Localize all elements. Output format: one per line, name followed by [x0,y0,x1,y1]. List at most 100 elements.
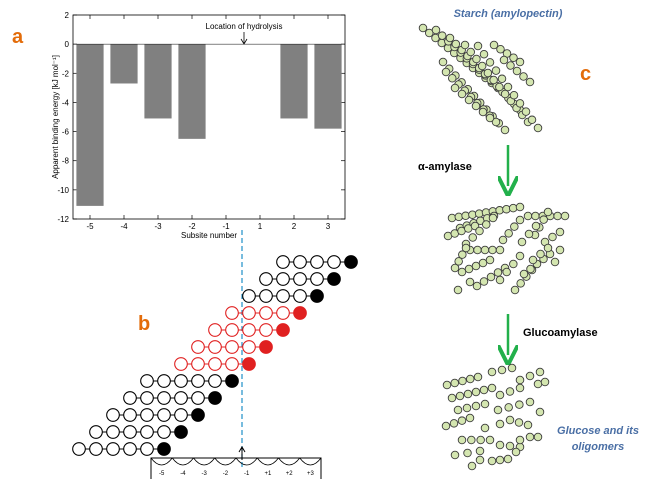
glucose-residue [123,442,137,456]
glucose-bead [502,204,511,214]
alpha-amylase-label: α-amylase [418,161,472,173]
glucose-residue [191,391,205,405]
x-tick-label: 2 [292,222,297,231]
glucose-residue [123,408,137,422]
glucose-bead [477,61,487,71]
glucose-residue [259,289,273,303]
glucose-residue [259,272,273,286]
reducing-end-residue [208,391,222,405]
glucose-bead [453,405,463,415]
subsite-label: +1 [264,471,272,477]
glucose-bead [450,263,460,273]
glucose-bead [491,66,501,75]
glucose-residue [293,289,307,303]
glucose-residue [208,357,222,371]
starch-label: Starch (amylopectin) [454,8,563,20]
glucose-bead [457,416,467,425]
glucose-bead [540,377,550,387]
glucose-bead [505,415,515,425]
bar-subsite--5 [76,44,104,206]
glucose-bead [479,385,489,395]
glucose-residue [242,323,256,337]
glucose-bead [539,215,548,224]
glucose-bead [455,391,465,401]
glucose-bead [523,211,533,221]
glucose-bead [510,285,520,295]
hydrolysis-annotation: Location of hydrolysis [206,22,283,31]
glucose-bead [487,367,497,377]
x-axis-ticks: -5 -4 -3 -2 -1 1 2 3 [86,15,331,231]
glucose-bead [438,57,448,67]
glucose-residue [293,255,307,269]
reducing-end-residue [225,374,239,388]
glucose-bead [473,245,482,255]
glucose-residue [191,357,205,371]
x-tick-label: -4 [120,222,128,231]
glucose-residue [276,272,290,286]
glucose-bead [509,90,519,100]
glucose-bead [555,245,565,255]
glucose-bead [493,405,503,415]
glucose-residue [225,340,239,354]
glucose-residue [157,374,171,388]
y-axis-label: Apparent binding energy [kJ mol⁻¹] [51,55,60,179]
x-tick-label: -3 [154,222,162,231]
bar-subsite-3 [314,44,342,129]
glucose-bead [457,435,467,445]
bar-subsite-2 [280,44,308,119]
glucose-bead [473,41,483,51]
y-tick-label: -4 [62,98,70,107]
dextrin-fragments [443,202,570,295]
glucose-residue [106,408,120,422]
glucose-residue [208,323,222,337]
glucose-bead [504,403,513,412]
glucose-bead [463,389,473,399]
glucose-bead [448,73,457,83]
glucose-residue [140,391,154,405]
glucose-bead [505,441,515,451]
x-axis-label: Subsite number [181,231,237,240]
bar-subsite--4 [110,44,138,84]
glucose-bead [495,419,505,429]
glucose-bead [485,255,495,265]
reducing-end-residue [310,289,324,303]
glucose-bead [527,115,537,125]
glucose-bead [497,74,507,84]
glucose-residue [276,289,290,303]
glucose-bead [495,275,505,285]
glucose-label-line1: Glucose and its [557,425,639,437]
glucose-bead [515,215,525,225]
glucose-label-line2: oligomers [572,441,625,453]
glucose-bead [447,393,457,403]
glucose-bead [482,220,491,229]
subsite-arc [235,457,258,466]
glucose-bead [478,258,488,268]
subsite-label: -4 [180,471,186,477]
y-tick-label: 2 [65,11,70,20]
glucose-residue [276,306,290,320]
x-tick-label: -5 [86,222,94,231]
subsite-label: -3 [201,471,207,477]
glucose-residue [208,374,222,388]
glucose-bead [480,245,490,255]
glucose-bead [479,277,489,286]
glucose-residue [174,374,188,388]
glucose-bead [515,435,525,445]
glucose-bead [471,387,481,397]
glucose-bead [495,390,505,400]
glucose-bead [471,261,481,271]
glucose-bead [502,267,511,277]
glucose-bead [460,40,470,50]
glucose-bead [467,435,476,445]
glucose-residue [123,425,137,439]
y-tick-label: 0 [65,40,70,49]
glucose-residue [225,306,239,320]
subsite-label: -5 [159,471,165,477]
y-tick-label: -12 [57,215,69,224]
glucose-bead [531,221,541,231]
glucose-bead [509,53,518,63]
glucose-bead [475,455,485,465]
glucose-bead [472,54,481,64]
subsite-arc [214,457,237,466]
